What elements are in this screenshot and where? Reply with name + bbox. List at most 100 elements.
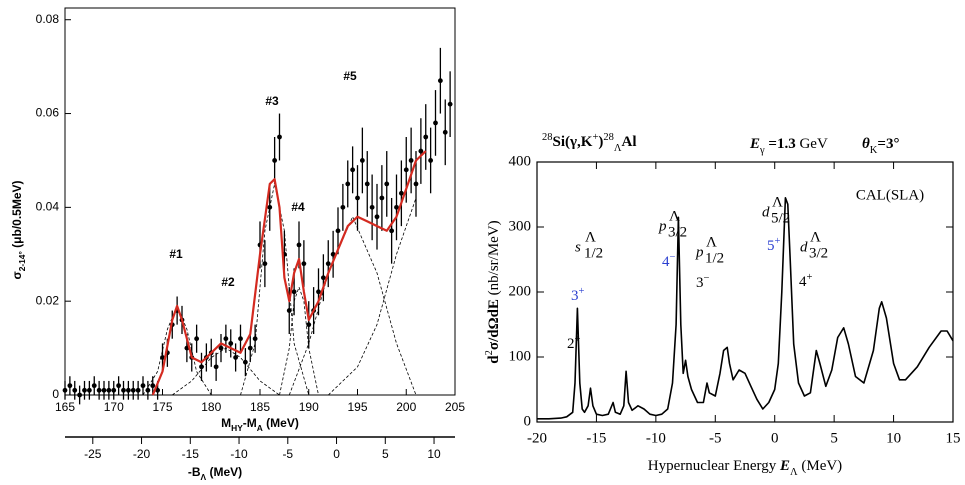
spin-label: 3− [696,273,710,292]
spin-parity: + [579,286,585,297]
data-point [82,387,87,393]
spin-parity: − [670,252,676,263]
level-j: 1/2 [705,250,724,266]
model-label: CAL(SLA) [856,187,924,203]
data-point [306,322,312,328]
y-tick-label: 0.08 [36,12,60,26]
level-j: 5/2 [771,210,790,226]
spectrum-line [537,197,954,420]
x-tick-label: 180 [201,400,221,414]
data-point [394,204,399,210]
x-tick-label: -5 [709,430,722,446]
data-point [325,261,331,267]
data-point [428,158,434,163]
kaon-angle-part: =3° [877,136,899,152]
y-axis-label: d2σ/dΩdE (nb/sr/MeV) [484,220,503,363]
chart-title-part: 28 [542,132,553,143]
data-point [272,158,278,163]
data-point [135,387,141,393]
data-point [447,101,453,107]
data-point [320,275,326,281]
fit-curve [151,150,427,396]
spin-parity: − [704,273,710,284]
data-point [345,181,351,187]
y-tick-label: 300 [509,218,532,234]
kaon-angle-part: θ [862,136,870,152]
y-tick-label: 400 [509,153,532,169]
x-axis-label-part: A [257,423,263,433]
data-point [242,359,248,365]
y-tick-label: 100 [509,348,532,364]
x-axis-label-part: HY [231,423,243,433]
data-point [140,383,146,389]
x-axis-label-part: (MeV) [263,416,299,430]
y-axis-label-part: (nb/sr/MeV) [486,220,502,295]
beam-energy-part: γ [759,145,765,156]
y-tick-label: 0 [524,413,532,429]
left-panel: 165 170 175 180 185 190 195 200 205 0 0.02 0.04 0.06… [10,7,465,482]
level-hyperon: Λ [585,229,596,245]
data-point [145,387,151,393]
data-point [408,158,414,163]
data-point [77,392,83,398]
component-curve [172,347,280,396]
data-point [116,383,122,389]
data-point [403,167,409,173]
data-point [301,261,307,267]
data-point [125,387,131,393]
x2-axis-label: -BΛ (MeV) [188,465,242,482]
data-point [296,242,302,248]
level-hyperon: Λ [706,234,717,250]
data-point [418,148,424,154]
y-tick-label: 200 [509,283,532,299]
y-axis-label-part: σ/dΩdE [486,295,502,350]
data-point [121,387,126,393]
x-axis-label-part: Hypernuclear Energy [648,458,780,474]
spin-j: 2 [567,336,575,352]
data-point [374,214,380,220]
data-point [442,129,448,135]
beam-energy: Eγ =1.3 GeV [749,136,828,155]
x-tick-label: 170 [104,400,124,414]
level-j: 1/2 [584,245,603,261]
x2-tick-label: -20 [133,447,151,461]
data-point [101,387,107,393]
x-axis-label: Hypernuclear Energy EΛ (MeV) [648,458,842,477]
level-hyperon: Λ [669,208,680,224]
data-point [238,336,243,342]
data-point [106,387,112,393]
data-point [252,336,258,342]
y-axis-label: σ2-14° (μb/0.5MeV) [10,180,27,279]
x-axis-label-part: (MeV) [798,458,843,474]
x2-axis-label-part: Λ [201,472,207,482]
level-orbital: d [762,204,770,220]
data-point [350,167,356,173]
spin-parity: + [775,236,781,247]
x-tick-label: 5 [830,430,838,446]
spin-parity: + [807,272,813,283]
data-point [413,181,419,187]
spin-j: 4 [799,274,807,290]
data-point [67,383,73,389]
x-axis-label-part: Λ [790,467,798,478]
x2-tick-label: -10 [230,447,248,461]
data-point [155,387,161,393]
x-axis-label: MHY-MA (MeV) [221,416,299,433]
x-tick-label: 190 [299,400,319,414]
x-axis-label-part: E [779,458,790,474]
spin-parity: + [575,334,581,345]
data-point [228,341,234,346]
x-tick-label: 195 [347,400,367,414]
data-point [62,387,68,393]
chart-title-part: Si(γ,K [553,134,593,150]
component-curve [279,285,319,396]
chart-title-part: 28 [603,132,614,143]
data-point [277,134,282,140]
data-point [359,158,365,163]
data-point [437,78,443,84]
peak-label: #5 [343,69,357,83]
x-axis-label-part: M [221,416,231,430]
peak-label: #3 [265,94,279,108]
data-point [233,355,239,360]
